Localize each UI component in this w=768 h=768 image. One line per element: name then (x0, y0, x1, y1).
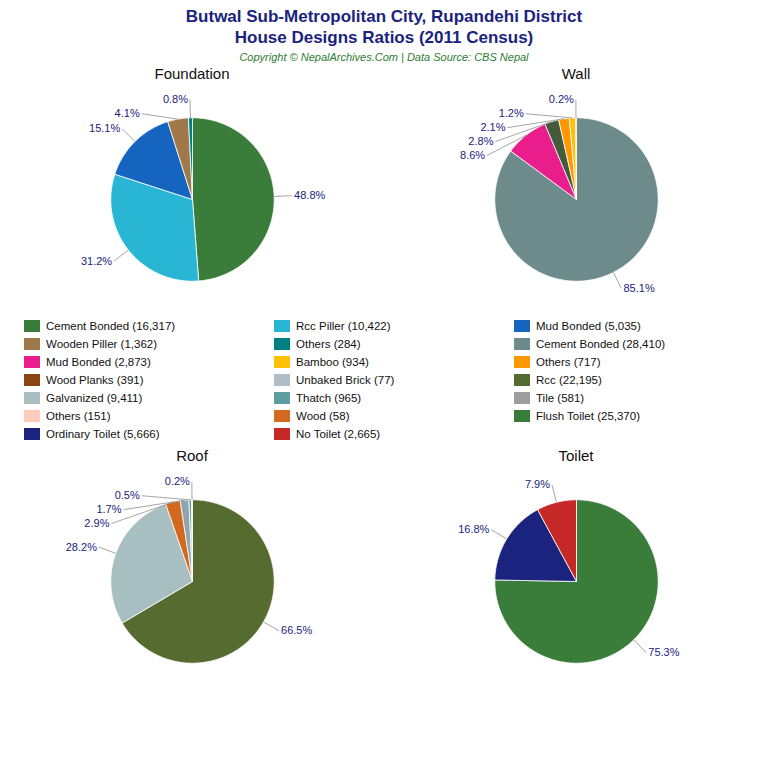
html-text:Toilet: Toilet (558, 447, 594, 464)
html-text:Thatch (965): Thatch (965) (296, 392, 362, 404)
svg-text:2.8%: 2.8% (468, 135, 493, 147)
svg-text:85.1%: 85.1% (623, 282, 654, 294)
svg-text:66.5%: 66.5% (281, 624, 312, 636)
html-text:Wood (58): Wood (58) (296, 410, 350, 422)
html-text:Others (151): Others (151) (46, 410, 111, 422)
html-text:Rcc (22,195): Rcc (22,195) (536, 374, 602, 386)
html-text:Tile (581): Tile (581) (536, 392, 585, 404)
html-text:Unbaked Brick (77): Unbaked Brick (77) (296, 374, 395, 386)
html-text:Others (284): Others (284) (296, 338, 361, 350)
html-text:Galvanized (9,411): Galvanized (9,411) (46, 392, 143, 404)
html-text:Ordinary Toilet (5,666): Ordinary Toilet (5,666) (46, 428, 160, 440)
svg-text:0.2%: 0.2% (549, 93, 574, 105)
html-text:Mud Bonded (2,873): Mud Bonded (2,873) (46, 356, 151, 368)
svg-text:0.5%: 0.5% (115, 489, 140, 501)
svg-text:48.8%: 48.8% (294, 189, 325, 201)
html-text:Cement Bonded (16,317): Cement Bonded (16,317) (46, 320, 176, 332)
svg-text:15.1%: 15.1% (89, 122, 120, 134)
svg-text:16.8%: 16.8% (458, 523, 489, 535)
svg-text:2.9%: 2.9% (84, 517, 109, 529)
svg-text:4.1%: 4.1% (115, 107, 140, 119)
html-text:Bamboo (934): Bamboo (934) (296, 356, 369, 368)
html-text:Wood Planks (391): Wood Planks (391) (46, 374, 144, 386)
svg-text:7.9%: 7.9% (525, 478, 550, 490)
html-text:Mud Bonded (5,035): Mud Bonded (5,035) (536, 320, 641, 332)
svg-text:1.2%: 1.2% (499, 107, 524, 119)
html-text:Foundation: Foundation (154, 65, 230, 82)
svg-text:31.2%: 31.2% (81, 255, 112, 267)
html-text:Others (717): Others (717) (536, 356, 601, 368)
html-text:Wall: Wall (561, 65, 591, 82)
svg-text:75.3%: 75.3% (648, 646, 679, 658)
svg-text:8.6%: 8.6% (460, 149, 485, 161)
html-text:Cement Bonded (28,410): Cement Bonded (28,410) (536, 338, 666, 350)
svg-text:28.2%: 28.2% (66, 541, 97, 553)
html-text:Butwal Sub-Metropolitan City,: Butwal Sub-Metropolitan City, Rupandehi … (185, 7, 583, 26)
html-text:Wooden Piller (1,362): Wooden Piller (1,362) (46, 338, 157, 350)
html-text:Flush Toilet (25,370): Flush Toilet (25,370) (536, 410, 640, 422)
html-text:Rcc Piller (10,422): Rcc Piller (10,422) (296, 320, 391, 332)
html-text:House Designs Ratios (2011 Cen: House Designs Ratios (2011 Census) (234, 28, 534, 47)
svg-text:2.1%: 2.1% (480, 121, 505, 133)
svg-text:0.2%: 0.2% (165, 475, 190, 487)
html-text:Roof: Roof (176, 447, 208, 464)
svg-text:1.7%: 1.7% (96, 503, 121, 515)
html-text:Copyright © NepalArchives.Com: Copyright © NepalArchives.Com | Data Sou… (239, 51, 529, 63)
html-text:No Toilet (2,665): No Toilet (2,665) (296, 428, 381, 440)
svg-text:0.8%: 0.8% (163, 93, 188, 105)
